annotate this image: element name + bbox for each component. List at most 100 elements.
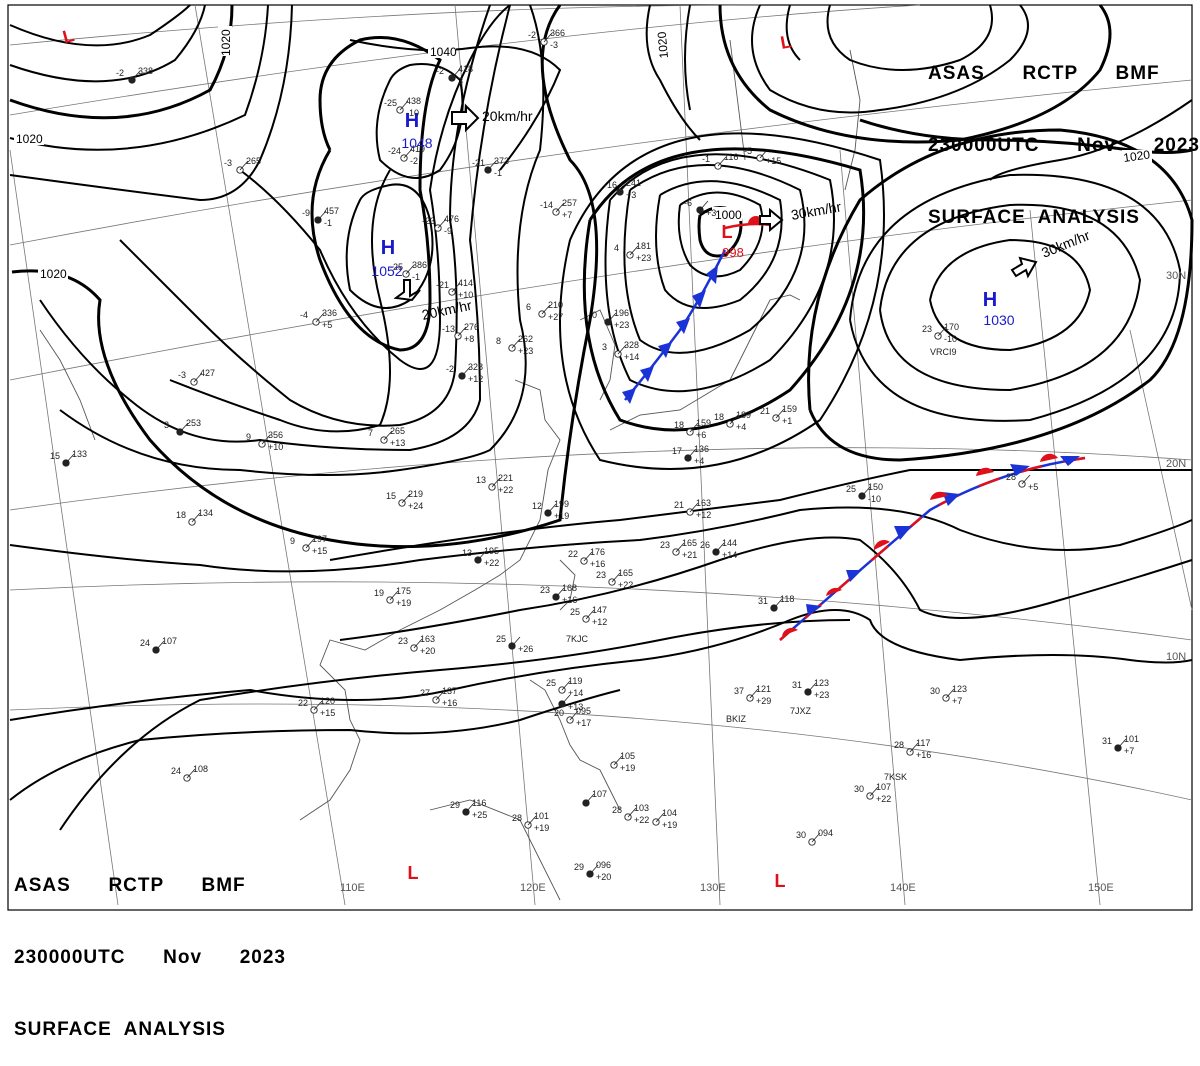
station-plot: -5 +15 xyxy=(744,146,781,166)
station-tendency: +29 xyxy=(756,696,771,706)
station-pressure: 427 xyxy=(200,368,215,378)
station-tendency: +23 xyxy=(614,320,629,330)
isobar xyxy=(9,506,1193,573)
wind-barb xyxy=(1021,474,1031,485)
isobar xyxy=(59,619,851,831)
station-temperature: 22 xyxy=(568,549,578,559)
station-temperature: 8 xyxy=(496,336,501,346)
station-tendency: +19 xyxy=(662,820,677,830)
station-plot: -21 414 +10 xyxy=(436,278,473,300)
isobar-labels: 1040 1020 1020 1020 1020 1000 1020 xyxy=(14,26,1152,281)
isobar xyxy=(119,4,491,427)
station-pressure: 120 xyxy=(320,696,335,706)
station-plot: 12 199 +19 xyxy=(532,499,569,521)
wind-barb xyxy=(465,802,475,813)
isobar xyxy=(623,164,806,354)
station-tendency: -10 xyxy=(944,334,957,344)
coast-philippines xyxy=(529,679,621,811)
station-temperature: 15 xyxy=(386,491,396,501)
station-temperature: -6 xyxy=(684,198,692,208)
wind-barb xyxy=(437,218,447,229)
low-pressure-value: 998 xyxy=(722,245,744,260)
station-plot: 22 120 +15 xyxy=(298,696,335,718)
station-plot: -3 427 xyxy=(178,368,215,386)
header-line-title: SURFACE ANALYSIS xyxy=(14,1019,226,1040)
station-plot: -2 338 xyxy=(116,66,153,84)
station-plot: 3 328 +14 xyxy=(602,340,639,362)
station-pressure: 197 xyxy=(312,534,327,544)
station-tendency: +22 xyxy=(618,580,633,590)
wind-barb xyxy=(487,160,497,171)
station-pressure: 121 xyxy=(756,684,771,694)
station-pressure: 101 xyxy=(534,811,549,821)
cold-front-teeth xyxy=(622,265,718,404)
station-pressure: 356 xyxy=(268,430,283,440)
low-pressure-symbol: L xyxy=(61,25,77,47)
station-tendency: +13 xyxy=(568,702,583,712)
station-pressure: 257 xyxy=(562,198,577,208)
wind-barb xyxy=(383,430,393,441)
station-pressure: 241 xyxy=(626,178,641,188)
station-temperature: -25 xyxy=(384,98,397,108)
motion-arrows xyxy=(393,103,1038,302)
wind-barb xyxy=(547,503,557,514)
station-temperature: -3 xyxy=(178,370,186,380)
station-plot: 13 195 +22 xyxy=(462,546,499,568)
meridian-120e xyxy=(454,4,536,906)
station-plot: 26 144 +14 xyxy=(700,538,737,560)
station-plot: 29 116 +25 xyxy=(450,798,487,820)
isobar xyxy=(329,468,1192,561)
wind-barb xyxy=(811,832,821,843)
station-tendency: +17 xyxy=(576,718,591,728)
station-pressure: 253 xyxy=(186,418,201,428)
wind-barb xyxy=(589,864,599,875)
isobar xyxy=(11,4,599,549)
wind-barb xyxy=(607,312,617,323)
station-plot: 25 150 -10 xyxy=(846,482,883,504)
station-temperature: 23 xyxy=(540,585,550,595)
station-plot: 23 165 +21 xyxy=(660,538,697,560)
isobar xyxy=(684,4,691,111)
station-pressure: 366 xyxy=(550,28,565,38)
motion-arrow-l998 xyxy=(759,207,784,233)
station-temperature: 0 xyxy=(592,310,597,320)
wind-barb xyxy=(315,312,325,323)
station-tendency: -1 xyxy=(494,168,502,178)
station-pressure: 262 xyxy=(518,334,533,344)
station-temperature: -4 xyxy=(300,310,308,320)
station-temperature: -2 xyxy=(116,68,124,78)
wind-barb xyxy=(613,755,623,766)
wind-barb xyxy=(555,587,565,598)
wind-barb xyxy=(689,422,699,433)
station-pressure: 136 xyxy=(694,444,709,454)
high-pressure-value: 1048 xyxy=(401,135,432,151)
wind-barb xyxy=(313,700,323,711)
station-plot: 13 221 +22 xyxy=(476,473,513,495)
station-plot: 107 xyxy=(582,789,607,807)
wind-barb xyxy=(617,344,627,355)
station-pressure: 133 xyxy=(72,449,87,459)
station-tendency: +10 xyxy=(458,290,473,300)
station-temperature: -23 xyxy=(422,216,435,226)
station-pressure: 181 xyxy=(636,241,651,251)
wind-barb xyxy=(389,590,399,601)
station-plot: 9 356 +10 xyxy=(246,430,283,452)
station-temperature: 28 xyxy=(612,805,622,815)
station-plot: 30 123 +7 xyxy=(930,684,967,706)
parallel-20n xyxy=(9,447,1193,511)
station-temperature: -13 xyxy=(442,324,455,334)
wind-barb xyxy=(401,493,411,504)
wind-barb xyxy=(869,786,879,797)
isobar xyxy=(826,4,993,71)
station-pressure: 418 xyxy=(458,64,473,74)
longitude-label: 120E xyxy=(520,882,546,894)
station-temperature: 20 xyxy=(554,708,564,718)
station-tendency: -10 xyxy=(868,494,881,504)
station-plot: 15 133 xyxy=(50,449,87,467)
wind-barb xyxy=(729,414,739,425)
station-plot: 27 137 +16 xyxy=(420,686,457,708)
station-temperature: 12 xyxy=(532,501,542,511)
station-temperature: 22 xyxy=(298,698,308,708)
station-pressure: 163 xyxy=(696,498,711,508)
station-plot: 23 163 +20 xyxy=(398,634,435,656)
